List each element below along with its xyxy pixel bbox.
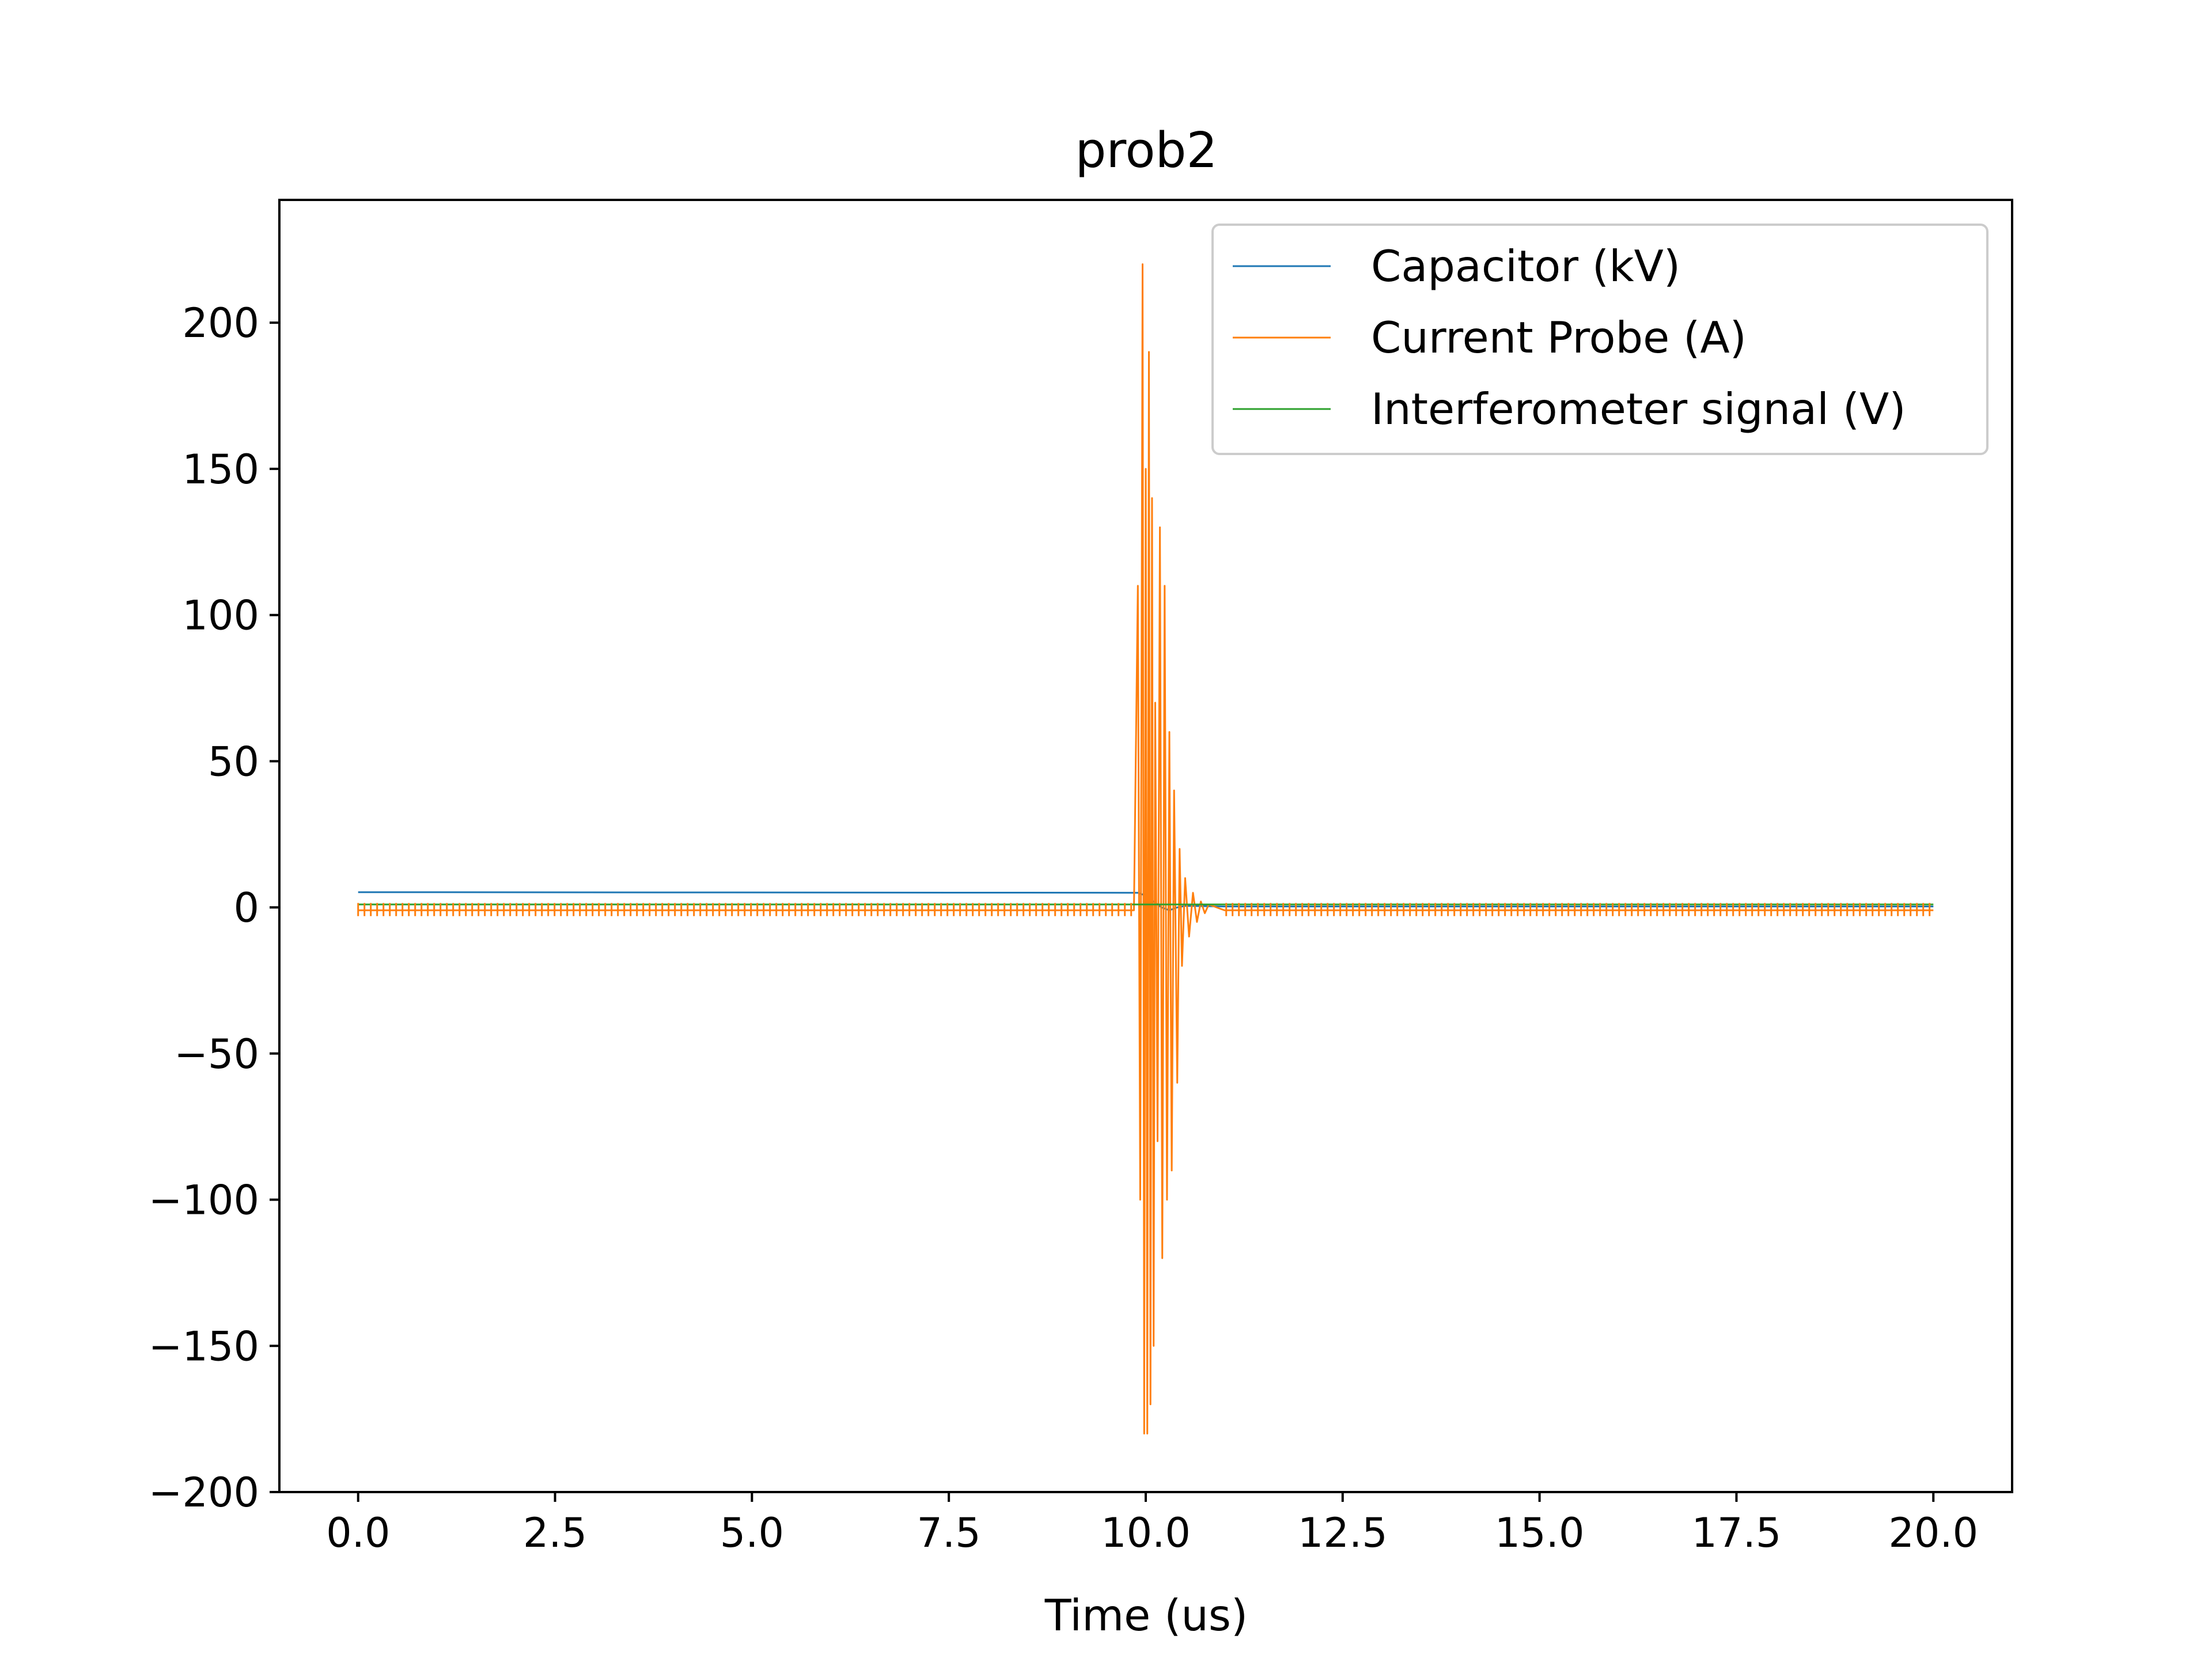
x-tick-label: 7.5 — [917, 1509, 981, 1557]
x-axis: 0.0 2.5 5.0 7.5 10.0 12.5 15.0 17.5 20.0 — [326, 1492, 1978, 1557]
legend-label: Current Probe (A) — [1371, 312, 1747, 363]
legend-label: Interferometer signal (V) — [1371, 384, 1906, 434]
legend-label: Capacitor (kV) — [1371, 241, 1680, 291]
x-tick-label: 0.0 — [326, 1509, 390, 1557]
y-tick-label: −100 — [149, 1177, 259, 1224]
x-tick-label: 12.5 — [1298, 1509, 1388, 1557]
x-tick-label: 5.0 — [720, 1509, 784, 1557]
y-tick-label: 200 — [182, 300, 259, 347]
series-line-2 — [358, 263, 1934, 1434]
x-tick-label: 2.5 — [523, 1509, 587, 1557]
x-tick-label: 20.0 — [1888, 1509, 1978, 1557]
y-tick-label: 50 — [208, 738, 259, 785]
y-tick-label: 100 — [182, 592, 259, 639]
y-axis: −200 −150 −100 −50 0 50 100 150 200 — [149, 300, 279, 1516]
y-tick-label: −200 — [149, 1469, 259, 1516]
series-layer — [357, 263, 1934, 1434]
y-tick-label: 0 — [233, 884, 259, 932]
legend-box — [1211, 224, 1988, 455]
legend: Capacitor (kV) Current Probe (A) Interfero… — [1211, 224, 1988, 455]
y-tick-label: 150 — [182, 446, 259, 493]
y-tick-label: −50 — [174, 1031, 259, 1078]
current-probe-noise — [357, 903, 1931, 917]
x-tick-label: 15.0 — [1495, 1509, 1585, 1557]
x-tick-label: 17.5 — [1692, 1509, 1782, 1557]
x-axis-label: Time (us) — [1044, 1590, 1248, 1641]
x-tick-label: 10.0 — [1101, 1509, 1191, 1557]
chart-title: prob2 — [1075, 122, 1217, 179]
y-tick-label: −150 — [149, 1323, 259, 1370]
